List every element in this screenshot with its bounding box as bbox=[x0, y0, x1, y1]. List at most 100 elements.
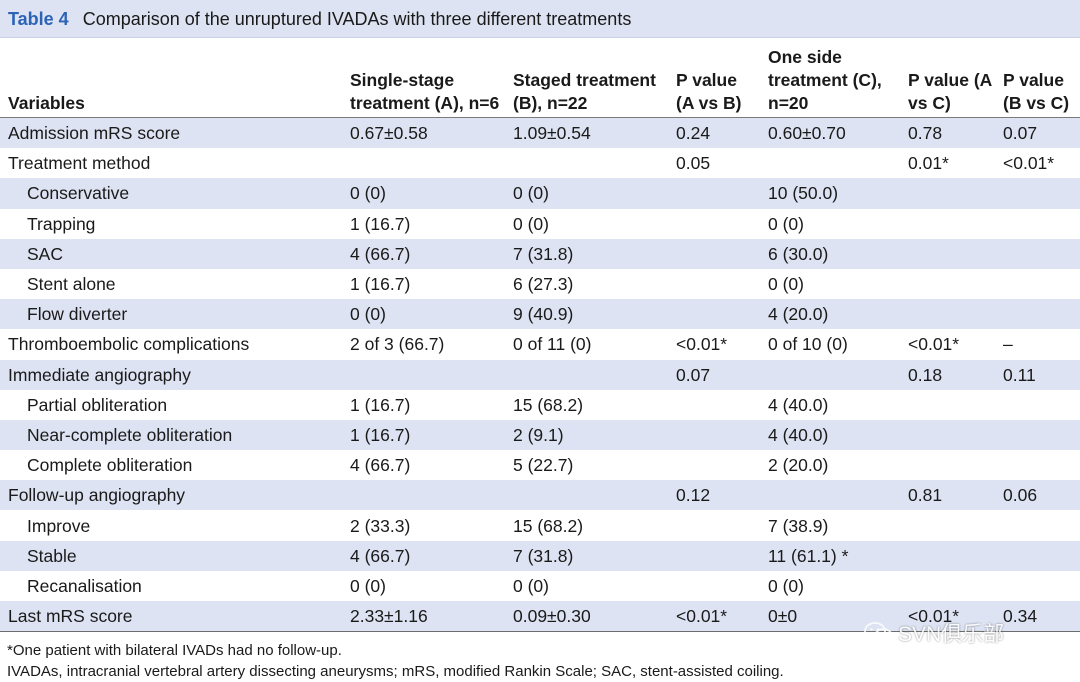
single-stage-cell: 0 (0) bbox=[350, 575, 386, 596]
p-ac-cell bbox=[900, 269, 995, 299]
variable-cell: Follow-up angiography bbox=[0, 480, 342, 511]
footnote-abbreviations: IVADAs, intracranial vertebral artery di… bbox=[7, 663, 784, 680]
single-stage-cell bbox=[342, 480, 505, 511]
header-single-stage: Single-stage treatment (A), n=6 bbox=[342, 40, 505, 118]
table-row: Immediate angiography 0.07 0.18 0.11 bbox=[0, 359, 1080, 390]
p-ab-cell bbox=[668, 571, 760, 601]
p-ac-cell: 0.01* bbox=[908, 153, 949, 174]
table-row: Recanalisation 0 (0) 0 (0) 0 (0) bbox=[0, 571, 1080, 601]
p-bc-cell: 0.11 bbox=[995, 359, 1080, 390]
staged-cell: 0 (0) bbox=[513, 213, 549, 234]
p-bc-cell: 0.06 bbox=[995, 480, 1080, 511]
p-ab-cell bbox=[668, 238, 760, 269]
one-side-cell bbox=[760, 480, 900, 511]
p-ab-cell: 0.07 bbox=[668, 359, 760, 390]
wechat-icon bbox=[864, 622, 893, 644]
one-side-cell: 0 (0) bbox=[768, 575, 804, 596]
variable-cell: Stable bbox=[0, 540, 342, 571]
table-row: Trapping 1 (16.7) 0 (0) 0 (0) bbox=[0, 209, 1080, 239]
staged-cell bbox=[505, 359, 668, 390]
staged-cell: 0 (0) bbox=[505, 178, 668, 209]
p-ac-cell bbox=[900, 419, 995, 451]
p-bc-cell bbox=[995, 390, 1080, 420]
footnote-follow-up: *One patient with bilateral IVADs had no… bbox=[7, 642, 342, 659]
p-ac-cell bbox=[900, 209, 995, 239]
comparison-table: Variables Single-stage treatment (A), n=… bbox=[0, 40, 1080, 632]
variable-cell: Trapping bbox=[27, 213, 96, 234]
table-caption: Table 4 Comparison of the unruptured IVAD… bbox=[0, 0, 1080, 38]
p-ab-cell bbox=[668, 390, 760, 420]
staged-cell: 15 (68.2) bbox=[513, 394, 584, 415]
staged-cell bbox=[505, 480, 668, 511]
staged-cell: 9 (40.9) bbox=[505, 299, 668, 330]
single-stage-cell: 2 of 3 (66.7) bbox=[350, 334, 445, 355]
single-stage-cell: 1 (16.7) bbox=[350, 394, 411, 415]
p-ac-cell: <0.01* bbox=[908, 334, 960, 355]
p-ab-cell bbox=[668, 510, 760, 540]
one-side-cell: 4 (40.0) bbox=[760, 419, 900, 451]
single-stage-cell: 1 (16.7) bbox=[350, 274, 411, 295]
table-row: Thromboembolic complications 2 of 3 (66.… bbox=[0, 329, 1080, 359]
single-stage-cell bbox=[342, 148, 505, 178]
header-p-a-vs-b: P value (A vs B) bbox=[668, 40, 760, 118]
p-ac-cell bbox=[900, 390, 995, 420]
single-stage-cell: 2.33±1.16 bbox=[342, 601, 505, 632]
variable-cell: Thromboembolic complications bbox=[8, 334, 250, 355]
p-bc-cell bbox=[995, 450, 1080, 480]
variable-cell: SAC bbox=[0, 238, 342, 269]
one-side-cell: 0 of 10 (0) bbox=[768, 334, 848, 355]
p-ab-cell bbox=[668, 299, 760, 330]
variable-cell: Treatment method bbox=[8, 153, 151, 174]
table-row: Last mRS score 2.33±1.16 0.09±0.30 <0.01… bbox=[0, 601, 1080, 632]
one-side-cell: 11 (61.1) * bbox=[760, 540, 900, 571]
one-side-cell: 10 (50.0) bbox=[760, 178, 900, 209]
p-bc-cell bbox=[995, 269, 1080, 299]
p-bc-cell bbox=[995, 299, 1080, 330]
table-footnotes: *One patient with bilateral IVADs had no… bbox=[7, 640, 784, 682]
staged-cell: 0 of 11 (0) bbox=[513, 334, 592, 355]
variable-cell: Improve bbox=[27, 515, 91, 536]
staged-cell: 15 (68.2) bbox=[513, 515, 584, 536]
variable-cell: Immediate angiography bbox=[0, 359, 342, 390]
p-bc-cell bbox=[995, 540, 1080, 571]
staged-cell: 2 (9.1) bbox=[505, 419, 668, 451]
p-bc-cell bbox=[995, 510, 1080, 540]
p-ab-cell: 0.12 bbox=[668, 480, 760, 511]
table-row: Improve 2 (33.3) 15 (68.2) 7 (38.9) bbox=[0, 510, 1080, 540]
variable-cell: Last mRS score bbox=[0, 601, 342, 632]
one-side-cell: 4 (20.0) bbox=[760, 299, 900, 330]
p-bc-cell bbox=[995, 419, 1080, 451]
p-ac-cell bbox=[900, 450, 995, 480]
variable-cell: Complete obliteration bbox=[27, 455, 193, 476]
single-stage-cell: 4 (66.7) bbox=[350, 455, 411, 476]
one-side-cell: 0 (0) bbox=[768, 274, 804, 295]
staged-cell: 0.09±0.30 bbox=[505, 601, 668, 632]
staged-cell: 6 (27.3) bbox=[513, 274, 574, 295]
p-ab-cell: <0.01* bbox=[668, 601, 760, 632]
p-bc-cell: <0.01* bbox=[1003, 153, 1055, 174]
one-side-cell: 0.60±0.70 bbox=[760, 117, 900, 149]
table-label: Table 4 bbox=[8, 9, 69, 29]
table-row: Near-complete obliteration 1 (16.7) 2 (9… bbox=[0, 419, 1080, 451]
header-variables: Variables bbox=[0, 40, 342, 118]
one-side-cell bbox=[760, 359, 900, 390]
single-stage-cell bbox=[342, 359, 505, 390]
watermark-text: SVN俱乐部 bbox=[898, 623, 1005, 646]
one-side-cell: 0±0 bbox=[760, 601, 900, 632]
table-row: Treatment method 0.05 0.01* <0.01* bbox=[0, 148, 1080, 178]
table-row: Complete obliteration 4 (66.7) 5 (22.7) … bbox=[0, 450, 1080, 480]
variable-cell: Admission mRS score bbox=[0, 117, 342, 149]
p-ab-cell bbox=[668, 269, 760, 299]
p-ac-cell: <0.01* bbox=[900, 601, 995, 632]
p-bc-cell: 0.34 bbox=[995, 601, 1080, 632]
single-stage-cell: 0 (0) bbox=[342, 299, 505, 330]
p-ac-cell: 0.18 bbox=[900, 359, 995, 390]
variable-cell: Flow diverter bbox=[0, 299, 342, 330]
one-side-cell: 2 (20.0) bbox=[768, 455, 829, 476]
p-bc-cell: – bbox=[1003, 334, 1013, 355]
one-side-cell bbox=[760, 148, 900, 178]
p-ab-cell: 0.05 bbox=[676, 153, 711, 174]
variable-cell: Stent alone bbox=[27, 274, 116, 295]
single-stage-cell: 0 (0) bbox=[342, 178, 505, 209]
header-row: Variables Single-stage treatment (A), n=… bbox=[0, 40, 1080, 118]
